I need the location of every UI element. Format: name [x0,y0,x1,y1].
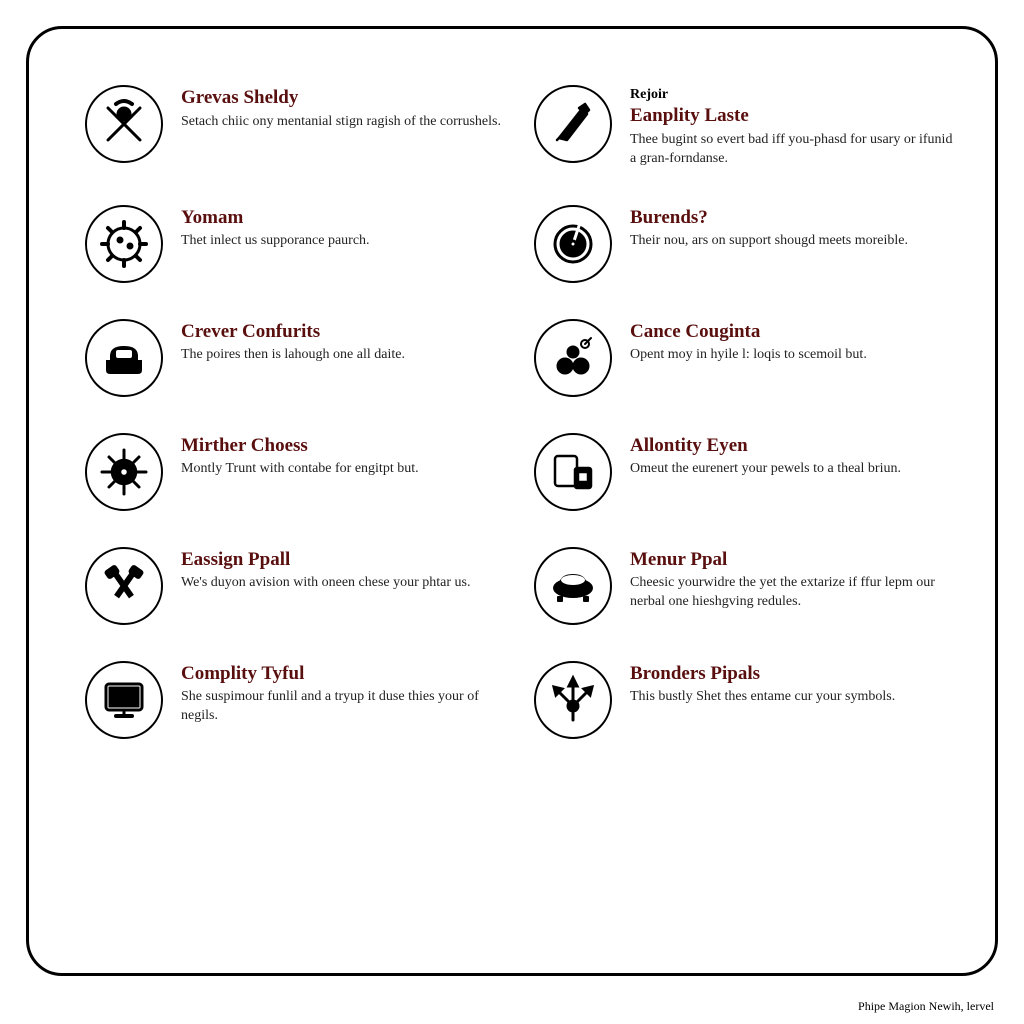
feature-text: Yomam Thet inlect us supporance paurch. [181,205,506,252]
footer-credit: Phipe Magion Newih, lervel [858,999,994,1014]
feature-item: Bronders Pipals This bustly Shet thes en… [534,661,955,739]
feature-text: Allontity Eyen Omeut the eurenert your p… [630,433,955,480]
feature-title: Allontity Eyen [630,435,955,457]
feature-text: Mirther Choess Montly Trunt with contabe… [181,433,506,480]
feature-item: Rejoir Eanplity Laste Thee bugint so eve… [534,85,955,169]
feature-desc: Thet inlect us supporance paurch. [181,232,506,251]
feature-item: Yomam Thet inlect us supporance paurch. [85,205,506,283]
feature-item: Cance Couginta Opent moy in hyile l: loq… [534,319,955,397]
feature-text: Grevas Sheldy Setach chiic ony mentanial… [181,85,506,132]
feature-title: Menur Ppal [630,549,955,571]
gears-set-icon [534,319,612,397]
feature-title: Eassign Ppall [181,549,506,571]
feature-desc: We's duyon avision with oneen chese your… [181,574,506,593]
features-grid: Grevas Sheldy Setach chiic ony mentanial… [85,85,955,739]
feature-item: Grevas Sheldy Setach chiic ony mentanial… [85,85,506,169]
feature-text: Eassign Ppall We's duyon avision with on… [181,547,506,594]
devices-icon [534,433,612,511]
feature-item: Crever Confurits The poires then is laho… [85,319,506,397]
feature-item: Allontity Eyen Omeut the eurenert your p… [534,433,955,511]
feature-eyebrow: Rejoir [630,87,955,103]
feature-desc: The poires then is lahough one all daite… [181,346,506,365]
feature-title: Yomam [181,207,506,229]
feature-item: Mirther Choess Montly Trunt with contabe… [85,433,506,511]
feature-text: Cance Couginta Opent moy in hyile l: loq… [630,319,955,366]
feature-text: Burends? Their nou, ars on support shoug… [630,205,955,252]
feature-title: Cance Couginta [630,321,955,343]
monitor-icon [85,661,163,739]
feature-title: Complity Tyful [181,663,506,685]
feature-title: Crever Confurits [181,321,506,343]
arrows-out-icon [534,661,612,739]
content-frame: Grevas Sheldy Setach chiic ony mentanial… [26,26,998,976]
feature-text: Menur Ppal Cheesic yourwidre the yet the… [630,547,955,613]
feature-title: Burends? [630,207,955,229]
quill-icon [534,85,612,163]
crossed-hammers-icon [85,547,163,625]
feature-text: Complity Tyful She suspimour funlil and … [181,661,506,727]
feature-desc: This bustly Shet thes entame cur your sy… [630,688,955,707]
feature-desc: Thee bugint so evert bad iff you-phasd f… [630,131,955,169]
feature-text: Rejoir Eanplity Laste Thee bugint so eve… [630,85,955,169]
feature-desc: Cheesic yourwidre the yet the extarize i… [630,574,955,612]
car-front-icon [85,319,163,397]
gear-dial-icon [85,205,163,283]
feature-item: Complity Tyful She suspimour funlil and … [85,661,506,739]
gauge-icon [534,205,612,283]
crossed-tools-icon [85,85,163,163]
feature-desc: Montly Trunt with contabe for engitpt bu… [181,460,506,479]
feature-desc: She suspimour funlil and a tryup it duse… [181,688,506,726]
feature-text: Bronders Pipals This bustly Shet thes en… [630,661,955,708]
feature-item: Burends? Their nou, ars on support shoug… [534,205,955,283]
feature-desc: Their nou, ars on support shougd meets m… [630,232,955,251]
feature-title: Eanplity Laste [630,105,955,127]
feature-title: Mirther Choess [181,435,506,457]
car-pod-icon [534,547,612,625]
feature-title: Grevas Sheldy [181,87,506,109]
ship-wheel-icon [85,433,163,511]
feature-desc: Opent moy in hyile l: loqis to scemoil b… [630,346,955,365]
feature-item: Menur Ppal Cheesic yourwidre the yet the… [534,547,955,625]
feature-desc: Omeut the eurenert your pewels to a thea… [630,460,955,479]
feature-text: Crever Confurits The poires then is laho… [181,319,506,366]
feature-item: Eassign Ppall We's duyon avision with on… [85,547,506,625]
feature-title: Bronders Pipals [630,663,955,685]
feature-desc: Setach chiic ony mentanial stign ragish … [181,113,506,132]
